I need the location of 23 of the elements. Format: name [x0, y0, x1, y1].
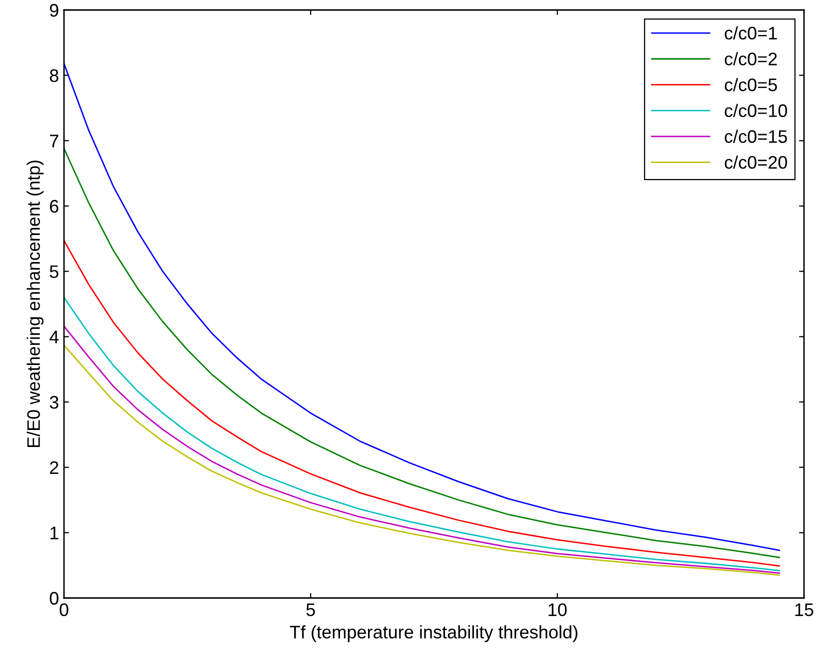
x-tick-label: 10	[548, 603, 567, 616]
legend-label: c/c0=1	[724, 26, 777, 40]
line-series	[64, 240, 780, 567]
y-tick-label: 4	[50, 330, 59, 344]
legend-label: c/c0=20	[724, 156, 788, 169]
y-tick-label: 7	[50, 134, 58, 148]
x-tick-label: 5	[306, 604, 315, 616]
legend-label: c/c0=15	[724, 130, 787, 143]
y-tick-label: 1	[50, 526, 58, 540]
legend-label: c/c0=2	[724, 52, 777, 66]
y-tick-label: 8	[50, 69, 58, 82]
x-axis-title: Tf (temperature instability threshold)	[290, 625, 578, 642]
y-tick-label: 0	[50, 592, 58, 605]
y-tick-label: 2	[50, 461, 58, 474]
y-tick-label: 9	[50, 4, 58, 17]
y-axis-title: E/E0 weathering enhancement (ntp)	[26, 160, 44, 448]
x-tick-label: 0	[60, 603, 68, 616]
y-tick-label: 5	[50, 265, 58, 278]
legend-label: c/c0=5	[724, 78, 777, 92]
legend-label: c/c0=10	[724, 104, 788, 118]
y-tick-label: 6	[50, 200, 58, 213]
y-tick-label: 3	[50, 396, 58, 409]
x-tick-label: 15	[795, 604, 814, 616]
